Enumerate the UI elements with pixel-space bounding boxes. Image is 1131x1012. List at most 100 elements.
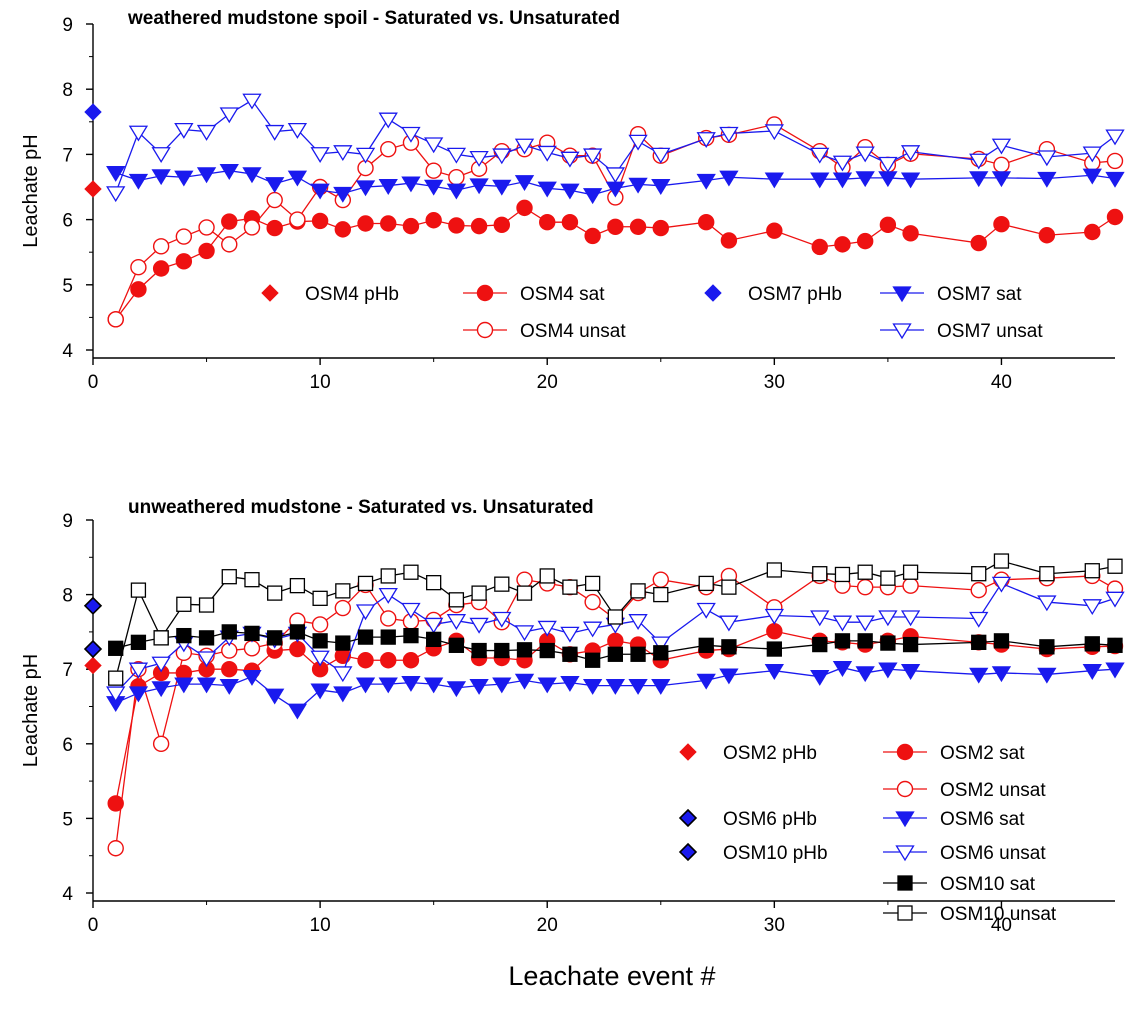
data-point [582,188,603,205]
data-point [289,640,306,658]
y-tick-label: 8 [62,80,73,101]
data-point [584,227,601,245]
data-point [516,199,533,217]
data-point [312,590,328,606]
x-tick-label: 20 [537,915,558,936]
data-point [198,242,215,260]
data-point [605,167,626,184]
data-point [266,219,283,237]
data-point [969,667,989,684]
data-point [402,652,420,669]
data-point [130,634,147,650]
data-point [810,172,830,189]
data-point [698,637,714,653]
data-point [834,566,851,583]
data-point [582,678,603,695]
data-point [991,576,1012,593]
data-point [834,633,851,649]
data-point [152,238,170,255]
data-point [698,575,714,592]
data-point [766,562,782,578]
data-point [651,678,671,695]
data-point [900,145,921,162]
data-point [900,172,921,189]
data-point [244,625,260,642]
data-point [991,666,1012,683]
legend-marker [892,323,912,340]
data-point [810,610,830,627]
y-axis-label: Leachate pH [20,134,42,247]
x-tick-label: 30 [764,372,785,393]
data-point [900,610,921,627]
data-point [219,164,239,180]
data-point [107,840,124,857]
data-point [651,147,671,164]
data-point [380,652,397,669]
legend-entry-osm10-phb: OSM10 pHb [678,842,828,864]
data-point [153,630,169,646]
data-point [333,145,353,162]
legend-entry-osm4-phb: OSM4 pHb [261,284,399,305]
legend-label: OSM2 pHb [723,743,817,764]
data-point [970,581,987,599]
data-point [902,577,919,594]
data-point [426,575,442,591]
data-point [130,582,147,598]
data-point [334,221,352,238]
data-point [355,604,376,621]
data-point [766,222,783,239]
data-point [969,611,989,628]
data-point [83,639,103,659]
data-point [84,103,102,121]
data-point [516,571,533,588]
data-point [651,179,671,195]
data-point [446,183,467,200]
data-point [696,673,716,690]
data-point [991,138,1012,155]
legend: OSM4 pHb OSM4 sat OSM7 pHb OSM7 sat OSM4 uns… [261,284,1043,342]
data-point [196,124,217,141]
data-point [401,675,421,692]
data-point [266,191,283,209]
legend: OSM2 pHb OSM6 pHb OSM10 pHb OSM2 sat OSM2 un… [678,743,1057,925]
y-tick-label: 6 [62,211,73,232]
data-point [857,564,873,580]
data-point [516,642,533,658]
data-point [537,620,557,637]
data-point [448,592,465,608]
data-point [494,642,510,659]
data-point [219,678,239,695]
data-point [1082,168,1102,185]
data-point [969,171,989,188]
legend-marker [897,905,913,921]
data-point [1107,637,1123,653]
data-point [287,170,308,187]
legend-label: OSM6 sat [940,809,1025,830]
data-point [84,180,102,198]
legend-entry-osm7-phb: OSM7 pHb [704,284,842,305]
legend-entry-osm7-sat: OSM7 sat [880,284,1022,305]
data-point [537,181,557,198]
data-point [243,219,261,236]
data-point [334,599,352,617]
data-point [628,177,648,194]
data-point [151,147,171,164]
legend-label: OSM2 unsat [940,780,1046,801]
data-point [812,636,828,653]
data-point [969,153,989,170]
data-point [652,219,669,237]
data-point [810,147,830,164]
legend-marker [678,808,698,828]
data-point [630,646,646,662]
data-point [380,629,396,645]
data-point [221,661,238,678]
data-point [993,633,1010,649]
series-osm6-sat [106,661,1125,720]
data-point [378,112,398,129]
data-point [628,614,648,630]
chart-top-weathered-mudstone: weathered mudstone spoil - Saturated vs.… [20,8,1125,393]
legend-marker [476,321,494,339]
data-point [832,615,853,632]
data-point [335,635,351,651]
data-point [1084,636,1100,652]
